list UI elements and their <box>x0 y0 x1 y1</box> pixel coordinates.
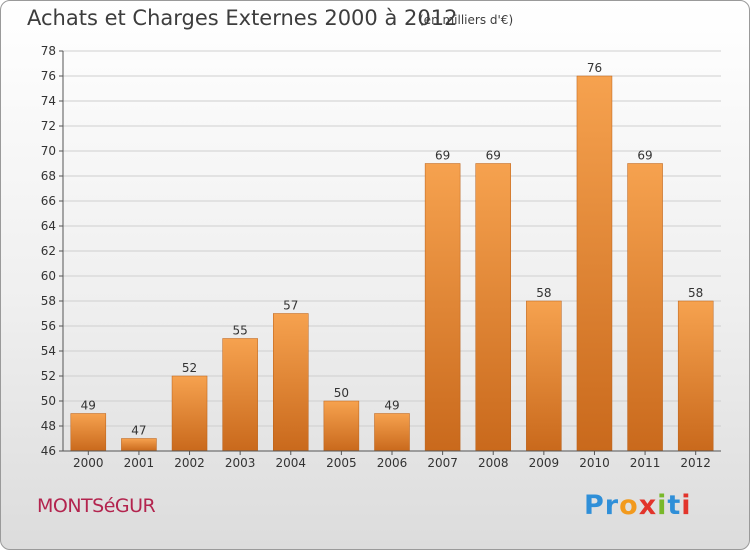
x-tick-label-2006: 2006 <box>377 456 408 470</box>
y-tick-label: 68 <box>41 169 56 183</box>
x-tick-label-2009: 2009 <box>529 456 560 470</box>
x-tick-label-2001: 2001 <box>124 456 155 470</box>
value-label-2009: 58 <box>536 286 551 300</box>
logo-letter: o <box>619 490 639 521</box>
value-label-2004: 57 <box>283 299 298 313</box>
bar-2001 <box>121 438 157 452</box>
y-tick-label: 56 <box>41 319 56 333</box>
value-label-2007: 69 <box>435 149 450 163</box>
x-tick-label-2011: 2011 <box>630 456 661 470</box>
bar-2002 <box>171 375 208 452</box>
bar-2009 <box>526 300 562 452</box>
y-tick-label: 64 <box>41 219 56 233</box>
x-tick-label-2002: 2002 <box>174 456 205 470</box>
logo-letter: x <box>638 490 658 521</box>
bar-2006 <box>374 413 410 452</box>
logo-letter: r <box>604 490 620 521</box>
y-tick-label: 48 <box>41 419 56 433</box>
bars <box>70 75 714 452</box>
value-label-2002: 52 <box>182 361 197 375</box>
bar-2004 <box>273 313 309 452</box>
x-tick-label-2010: 2010 <box>579 456 610 470</box>
bar-2008 <box>475 163 511 452</box>
y-tick-label: 72 <box>41 119 56 133</box>
logo-letter: i <box>681 490 692 521</box>
x-tick-label-2000: 2000 <box>73 456 104 470</box>
value-label-2006: 49 <box>384 399 399 413</box>
value-label-2001: 47 <box>131 424 146 438</box>
value-label-2011: 69 <box>637 149 652 163</box>
bar-2007 <box>424 163 461 452</box>
value-label-2008: 69 <box>486 149 501 163</box>
x-tick-label-2012: 2012 <box>680 456 711 470</box>
y-tick-label: 54 <box>41 344 56 358</box>
labels: 46 48 50 52 54 56 58 60 62 64 66 68 70 72 74 76 78 49 2000… <box>41 44 711 470</box>
y-tick-label: 60 <box>41 269 56 283</box>
y-tick-label: 70 <box>41 144 56 158</box>
chart-subtitle: (en milliers d'€) <box>419 13 514 27</box>
y-tick-label: 66 <box>41 194 56 208</box>
axes <box>59 50 721 455</box>
bar-2003 <box>222 338 258 452</box>
bar-2012 <box>677 300 714 452</box>
y-tick-label: 76 <box>41 69 56 83</box>
chart-title: Achats et Charges Externes 2000 à 2012 <box>27 6 458 30</box>
x-tick-label-2008: 2008 <box>478 456 509 470</box>
bar-2000 <box>70 413 107 452</box>
value-label-2010: 76 <box>587 61 602 75</box>
value-label-2000: 49 <box>81 399 96 413</box>
value-label-2003: 55 <box>233 324 248 338</box>
bar-2005 <box>323 400 360 452</box>
place-name: MONTSéGUR <box>37 495 156 517</box>
x-tick-label-2004: 2004 <box>275 456 306 470</box>
bar-2010 <box>576 75 613 452</box>
bar-2011 <box>627 163 663 452</box>
y-tick-label: 46 <box>41 444 56 458</box>
y-tick-label: 78 <box>41 44 56 58</box>
x-tick-label-2003: 2003 <box>225 456 256 470</box>
logo-letter: P <box>584 490 605 521</box>
x-tick-label-2005: 2005 <box>326 456 357 470</box>
logo-letter: i <box>657 490 668 521</box>
proxiti-logo[interactable]: Proxiti <box>584 490 692 521</box>
y-tick-label: 50 <box>41 394 56 408</box>
y-tick-label: 62 <box>41 244 56 258</box>
value-label-2012: 58 <box>688 286 703 300</box>
y-tick-label: 52 <box>41 369 56 383</box>
grid-lines <box>63 50 721 452</box>
value-label-2005: 50 <box>334 386 349 400</box>
logo-letter: t <box>667 490 682 521</box>
y-tick-label: 74 <box>41 94 56 108</box>
y-tick-label: 58 <box>41 294 56 308</box>
x-tick-label-2007: 2007 <box>427 456 458 470</box>
